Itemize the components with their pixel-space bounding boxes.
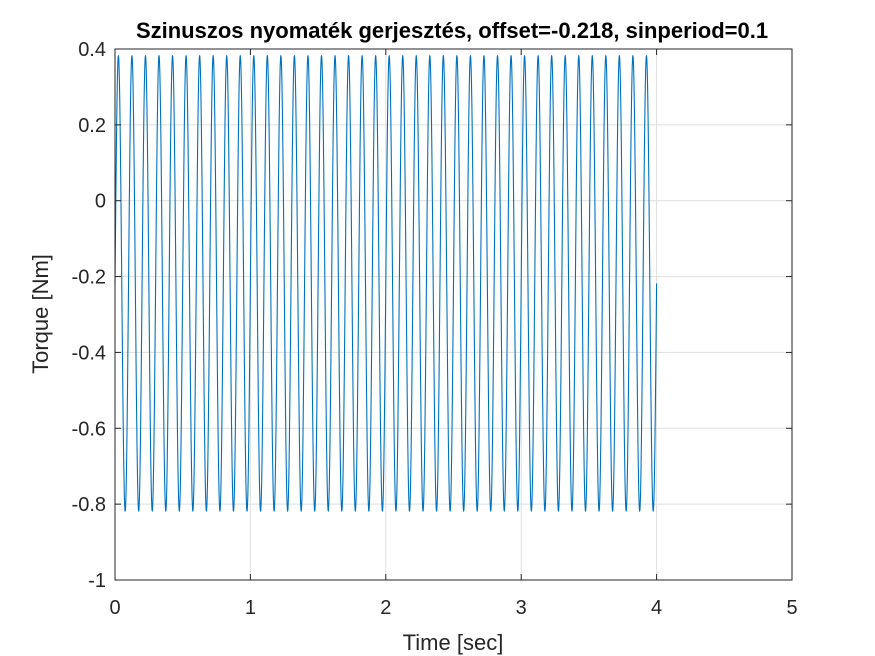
y-tick-label: -0.4 (72, 342, 106, 364)
x-axis-ticks: 0 1 2 3 4 5 (109, 49, 798, 619)
y-tick-label: -0.6 (72, 418, 106, 440)
x-tick-label: 3 (516, 597, 527, 619)
y-tick-label: 0.2 (78, 115, 106, 137)
x-tick-label: 0 (109, 597, 120, 619)
y-axis-ticks: -1 -0.8 -0.6 -0.4 -0.2 0 0.2 0.4 (72, 39, 792, 592)
y-tick-label: -0.8 (72, 494, 106, 516)
chart-title: Szinuszos nyomaték gerjesztés, offset=-0… (136, 18, 768, 43)
torque-series-line (114, 54, 658, 513)
x-tick-label: 4 (651, 597, 662, 619)
x-tick-label: 1 (245, 597, 256, 619)
axes-box (114, 48, 793, 581)
x-tick-label: 2 (380, 597, 391, 619)
plot-area (114, 54, 658, 513)
y-axis-label: Torque [Nm] (28, 254, 53, 374)
x-axis-label: Time [sec] (403, 630, 504, 655)
x-tick-label: 5 (786, 597, 797, 619)
y-tick-label: 0 (95, 191, 106, 213)
y-tick-label: -0.2 (72, 267, 106, 289)
y-tick-label: -1 (88, 570, 106, 592)
y-tick-label: 0.4 (78, 39, 106, 61)
